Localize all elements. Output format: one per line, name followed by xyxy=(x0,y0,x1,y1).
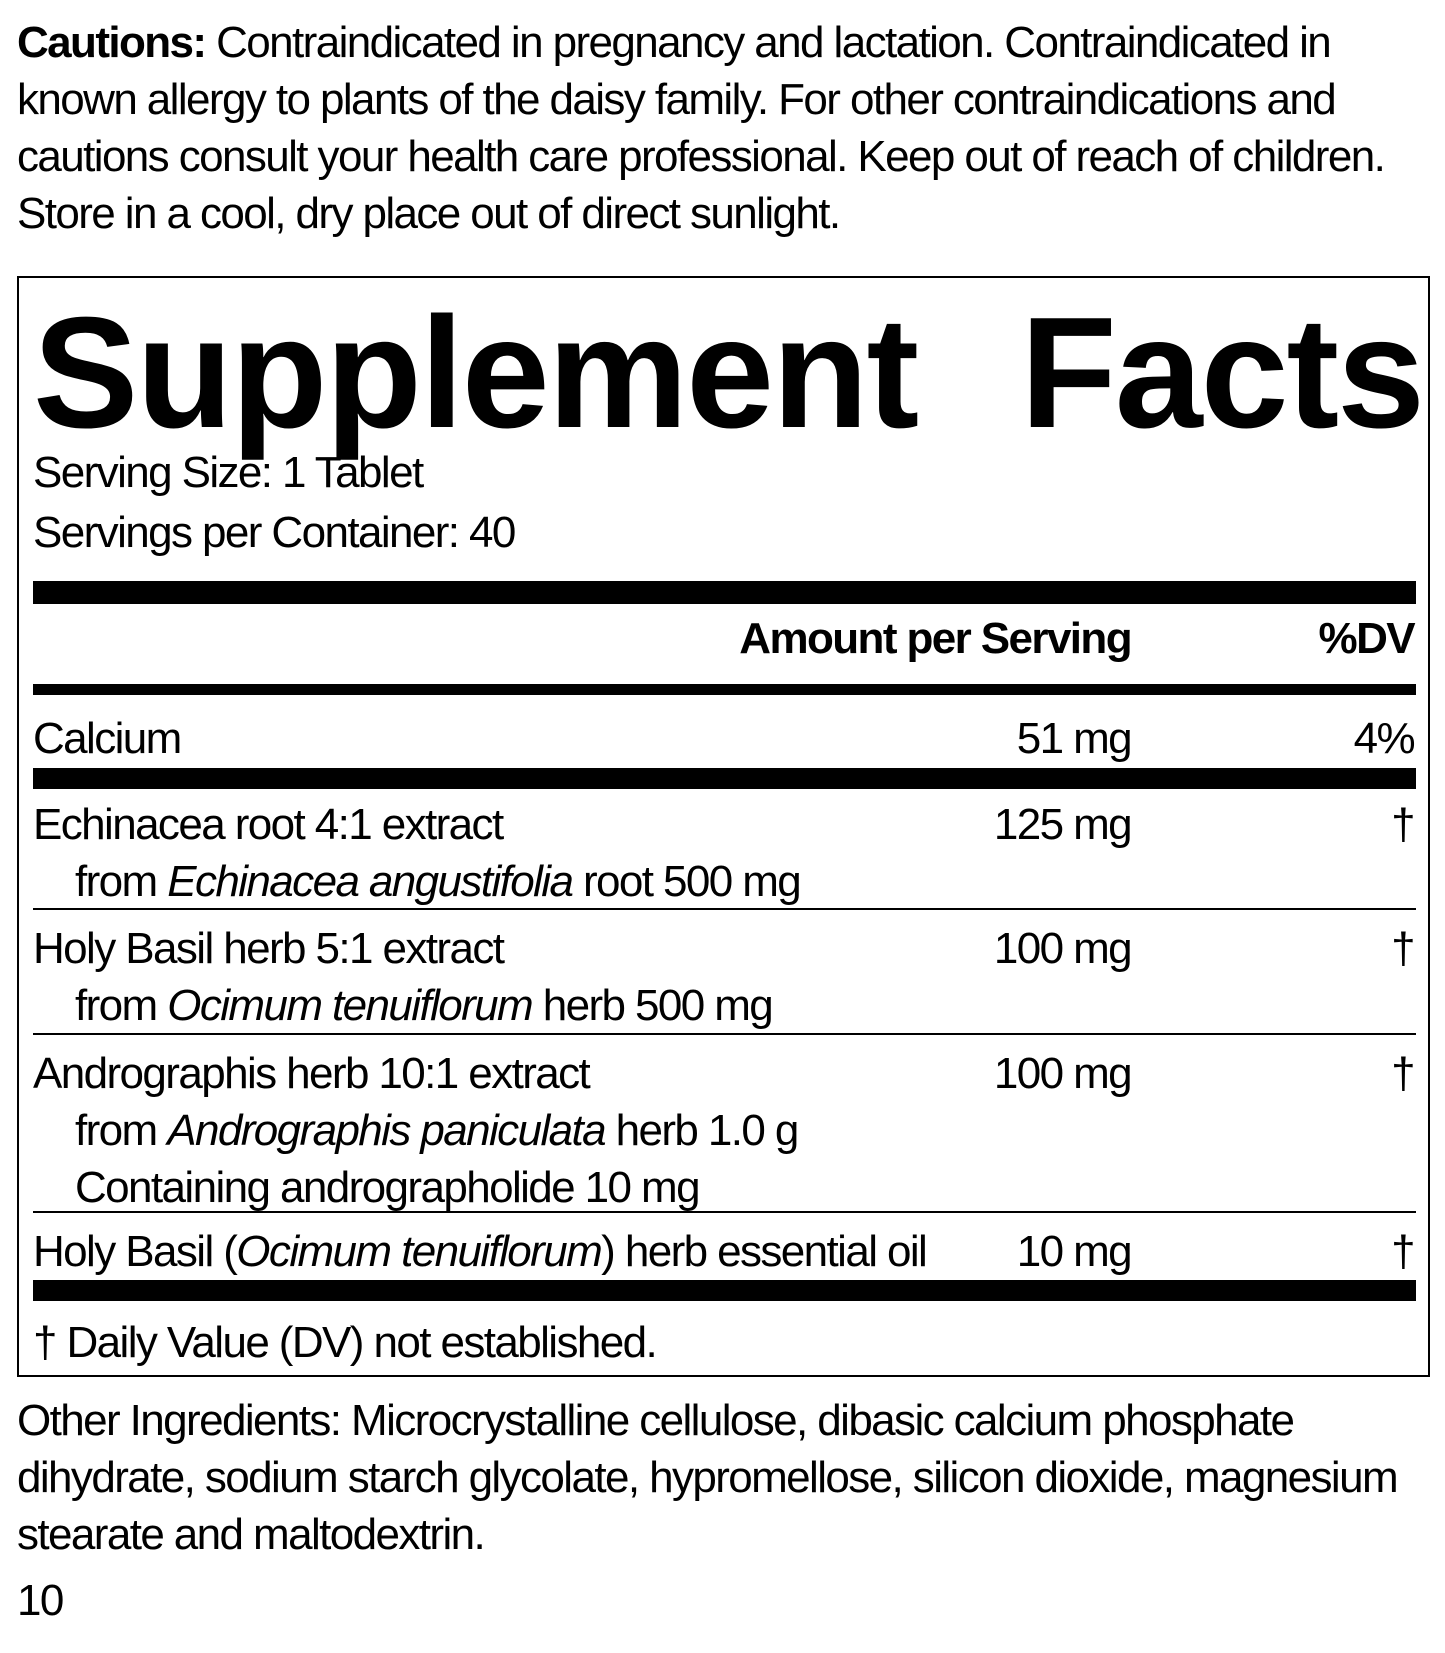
calcium-name: Calcium xyxy=(33,714,182,763)
divider-thin xyxy=(33,1211,1416,1213)
calcium-dv: 4% xyxy=(1353,714,1416,763)
header-amount: Amount per Serving xyxy=(739,614,1132,663)
divider-medium xyxy=(33,684,1416,695)
oil-name: Holy Basil ( xyxy=(33,1227,238,1276)
constituent-text: Containing andrographolide 10 mg xyxy=(75,1163,701,1212)
ingredient-dv: † xyxy=(1391,800,1415,849)
divider-thick xyxy=(33,1280,1416,1301)
source-amount: herb 1.0 g xyxy=(604,1106,800,1155)
oil-name-rest: ) herb essential oil xyxy=(601,1227,928,1276)
footnote: † Daily Value (DV) not established. xyxy=(33,1318,658,1367)
table-row: Holy Basil herb 5:1 extract from Ocimum … xyxy=(33,920,774,1034)
ingredient-dv: † xyxy=(1391,924,1415,973)
ingredient-dv: † xyxy=(1391,1227,1415,1276)
supplement-facts-panel: Supplement Facts Serving Size: 1 Tablet S… xyxy=(17,276,1430,1377)
table-row: Holy Basil (Ocimum tenuiflorum) herb ess… xyxy=(33,1223,928,1280)
ingredient-amount: 100 mg xyxy=(993,924,1133,973)
latin-name: Ocimum tenuiflorum xyxy=(167,981,533,1030)
ingredient-name: Holy Basil herb 5:1 extract xyxy=(33,924,505,973)
from-text: from xyxy=(75,981,168,1030)
from-text: from xyxy=(75,857,168,906)
other-ingredients: Other Ingredients: Microcrystalline cell… xyxy=(17,1396,1399,1559)
serving-size: Serving Size: 1 Tablet xyxy=(33,448,424,497)
cautions-body: Contraindicated in pregnancy and lactati… xyxy=(17,18,1386,238)
cautions-text: Cautions: Contraindicated in pregnancy a… xyxy=(17,14,1437,242)
title-word: Supplement xyxy=(33,285,919,461)
servings-per-container: Servings per Container: 40 xyxy=(33,508,516,557)
ingredient-amount: 10 mg xyxy=(1016,1227,1133,1276)
divider-thick xyxy=(33,768,1416,789)
header-dv: %DV xyxy=(1318,614,1416,663)
latin-name: Ocimum tenuiflorum xyxy=(236,1227,602,1276)
source-amount: herb 500 mg xyxy=(532,981,774,1030)
page-number: 10 xyxy=(17,1576,64,1625)
source-amount: root 500 mg xyxy=(572,857,802,906)
ingredient-dv: † xyxy=(1391,1049,1415,1098)
latin-name: Andrographis paniculata xyxy=(167,1106,606,1155)
table-row: Andrographis herb 10:1 extract from Andr… xyxy=(33,1045,800,1216)
ingredient-amount: 125 mg xyxy=(993,800,1133,849)
divider-thick xyxy=(33,581,1416,604)
latin-name: Echinacea angustifolia xyxy=(167,857,574,906)
from-text: from xyxy=(75,1106,168,1155)
ingredient-name: Andrographis herb 10:1 extract xyxy=(33,1049,591,1098)
title-word: Facts xyxy=(1020,285,1425,461)
ingredient-amount: 100 mg xyxy=(993,1049,1133,1098)
ingredient-name: Echinacea root 4:1 extract xyxy=(33,800,504,849)
calcium-amount: 51 mg xyxy=(1016,714,1133,763)
cautions-label: Cautions: xyxy=(17,18,207,67)
divider-thin xyxy=(33,1033,1416,1035)
divider-thin xyxy=(33,908,1416,910)
table-row: Echinacea root 4:1 extract from Echinace… xyxy=(33,796,802,910)
panel-title: Supplement Facts xyxy=(33,278,1425,468)
